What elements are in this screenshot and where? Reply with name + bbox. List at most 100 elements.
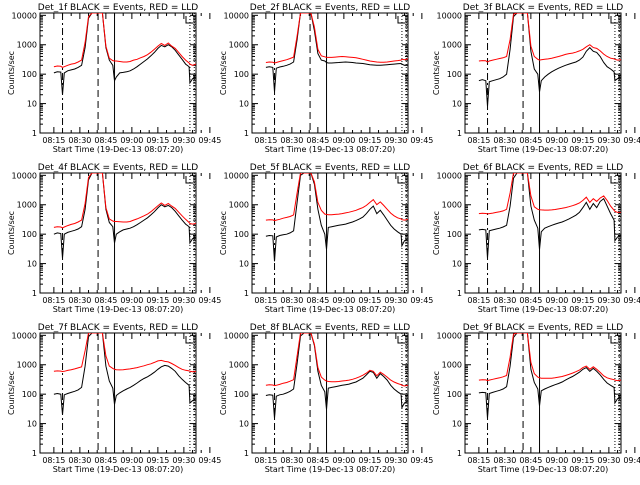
x-tick-label: 08:15 [42,296,65,305]
x-tick-label: 08:45 [306,296,329,305]
y-tick-label: 1000 [442,41,462,50]
x-tick-label: 08:15 [42,456,65,465]
plot-frame [39,332,197,454]
x-tick-label: 08:45 [306,136,329,145]
y-tick-label: 10 [27,420,37,429]
y-tick-label: 100 [447,230,462,239]
panel-4: Det_4f BLACK = Events, RED = LLD 1 10 100 10… [7,163,221,314]
series-lld-line [265,13,408,64]
panel-title: Det_1f BLACK = Events, RED = LLD [38,3,198,13]
y-tick-label: 10 [452,420,462,429]
series-events-line [265,13,408,92]
y-tick-label: 100 [22,70,37,79]
y-axis-label: Counts/sec [219,51,228,95]
x-tick-label: 09:45 [410,136,433,145]
y-axis-label: Counts/sec [432,371,441,415]
y-tick-label: 10000 [437,171,462,180]
x-tick-label: 08:30 [68,296,91,305]
y-tick-label: 100 [234,390,249,399]
series-events-line [265,173,408,262]
corner-marker [185,16,193,24]
x-tick-label: 08:15 [467,456,490,465]
panel-1: Det_1f BLACK = Events, RED = LLD 1 10 100 10… [7,3,221,154]
plot-frame [39,172,197,294]
x-tick-label: 08:30 [68,136,91,145]
x-tick-label: 09:30 [597,296,620,305]
x-tick-label: 09:00 [120,456,143,465]
x-tick-label: 09:30 [384,136,407,145]
y-tick-label: 10 [239,100,249,109]
x-tick-label: 09:30 [172,296,195,305]
y-tick-label: 1 [244,449,249,458]
y-tick-label: 1000 [17,201,37,210]
y-tick-label: 1 [244,289,249,298]
x-tick-label: 09:15 [571,456,594,465]
panel-2: Det_2f BLACK = Events, RED = LLD 1 10 100 10… [219,3,433,154]
y-tick-label: 10 [27,100,37,109]
panel-title: Det_2f BLACK = Events, RED = LLD [250,3,410,13]
y-tick-label: 1000 [442,201,462,210]
x-tick-label: 08:30 [493,456,516,465]
x-tick-label: 08:45 [94,136,117,145]
plot-frame [251,12,409,134]
series-events-line [53,13,196,95]
x-tick-label: 09:15 [146,456,169,465]
corner-marker [397,176,405,184]
x-tick-label: 08:30 [280,456,303,465]
panel-title: Det_8f BLACK = Events, RED = LLD [250,323,410,333]
x-tick-label: 09:00 [120,136,143,145]
x-tick-label: 08:15 [42,136,65,145]
plot-frame [251,172,409,294]
y-tick-label: 10 [27,260,37,269]
corner-marker [610,336,618,344]
y-tick-label: 10000 [224,331,249,340]
x-tick-label: 09:45 [623,456,640,465]
panel-title: Det_6f BLACK = Events, RED = LLD [463,163,623,173]
x-tick-label: 08:15 [254,456,277,465]
y-tick-label: 10000 [437,11,462,20]
series-lld-line [478,13,621,63]
y-tick-label: 10 [239,260,249,269]
x-tick-label: 08:15 [254,136,277,145]
x-tick-label: 09:30 [384,456,407,465]
y-tick-label: 10 [452,100,462,109]
x-tick-label: 09:15 [571,136,594,145]
y-tick-label: 1 [457,129,462,138]
panel-3: Det_3f BLACK = Events, RED = LLD 1 10 100 10… [432,3,640,154]
x-tick-label: 09:30 [172,456,195,465]
x-axis-label: Start Time (19-Dec-13 08:07:20) [478,145,609,154]
y-tick-label: 10000 [12,171,37,180]
y-axis-label: Counts/sec [432,51,441,95]
y-axis-label: Counts/sec [219,371,228,415]
corner-marker [185,176,193,184]
series-lld-line [265,333,408,387]
x-tick-label: 09:00 [545,136,568,145]
series-events-line [478,13,621,107]
x-tick-label: 09:45 [410,456,433,465]
x-tick-label: 09:15 [358,136,381,145]
x-axis-label: Start Time (19-Dec-13 08:07:20) [53,145,184,154]
x-tick-label: 08:45 [519,136,542,145]
x-tick-label: 09:00 [332,136,355,145]
plot-frame [464,12,622,134]
corner-marker [397,16,405,24]
series-lld-line [478,173,621,215]
x-tick-label: 09:00 [332,296,355,305]
x-tick-label: 09:15 [146,136,169,145]
x-tick-label: 08:45 [519,456,542,465]
y-tick-label: 1000 [229,361,249,370]
y-tick-label: 100 [447,390,462,399]
y-tick-label: 1000 [442,361,462,370]
series-lld-line [53,173,196,229]
x-tick-label: 09:30 [597,136,620,145]
x-axis-label: Start Time (19-Dec-13 08:07:20) [265,145,396,154]
y-tick-label: 1000 [229,201,249,210]
y-tick-label: 10000 [224,11,249,20]
corner-marker [610,16,618,24]
y-tick-label: 10000 [12,331,37,340]
x-tick-label: 09:45 [623,136,640,145]
y-axis-label: Counts/sec [7,371,16,415]
y-tick-label: 10000 [12,11,37,20]
panel-6: Det_6f BLACK = Events, RED = LLD 1 10 100 10… [432,163,640,314]
